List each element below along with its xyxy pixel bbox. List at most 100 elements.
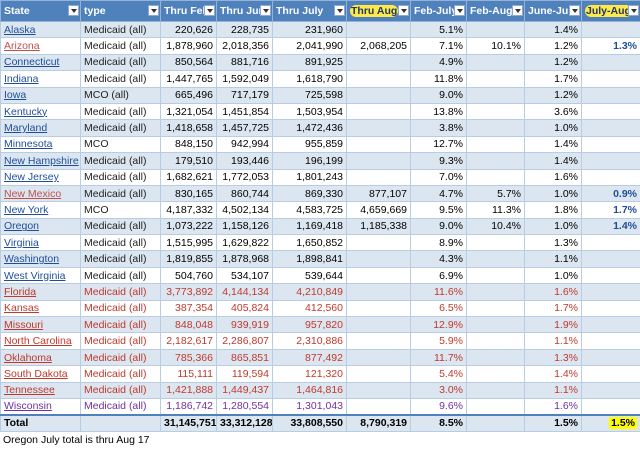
state-cell: Minnesota — [1, 136, 81, 152]
state-cell: New Mexico — [1, 185, 81, 201]
value-cell: 785,366 — [161, 349, 217, 365]
state-cell: New Jersey — [1, 169, 81, 185]
type-cell: Medicaid (all) — [81, 185, 161, 201]
header-text: Thru July — [276, 5, 323, 17]
value-cell — [582, 366, 640, 382]
value-cell — [467, 136, 525, 152]
value-cell: 1.2% — [525, 54, 582, 70]
header-text: Thru Feb — [164, 5, 209, 17]
column-header: Thru Jun — [217, 1, 273, 22]
value-cell: 877,492 — [273, 349, 347, 365]
value-cell: 1.3% — [582, 38, 640, 54]
value-cell — [582, 87, 640, 103]
state-cell: South Dakota — [1, 366, 81, 382]
value-cell: 942,994 — [217, 136, 273, 152]
filter-button[interactable] — [260, 5, 271, 16]
type-cell: Medicaid (all) — [81, 54, 161, 70]
value-cell — [582, 169, 640, 185]
filter-button[interactable] — [569, 5, 580, 16]
type-cell: Medicaid (all) — [81, 398, 161, 414]
value-cell: 4,583,725 — [273, 202, 347, 218]
value-cell: 1,472,436 — [273, 120, 347, 136]
state-cell: Arizona — [1, 38, 81, 54]
state-cell: Oregon — [1, 218, 81, 234]
value-cell: 1.5% — [525, 415, 582, 431]
state-cell: Missouri — [1, 317, 81, 333]
value-cell: 1.8% — [525, 202, 582, 218]
value-cell — [582, 153, 640, 169]
filter-button[interactable] — [334, 5, 345, 16]
value-cell — [347, 22, 411, 38]
value-cell: 11.6% — [411, 284, 467, 300]
value-cell: 1,878,960 — [161, 38, 217, 54]
value-cell — [582, 136, 640, 152]
value-cell: 9.6% — [411, 398, 467, 414]
value-cell: 2,310,886 — [273, 333, 347, 349]
state-cell: Kentucky — [1, 103, 81, 119]
value-cell — [347, 349, 411, 365]
value-cell: 4,502,134 — [217, 202, 273, 218]
value-cell — [467, 317, 525, 333]
filter-button[interactable] — [68, 5, 79, 16]
value-cell — [347, 169, 411, 185]
value-cell: 1.4% — [525, 22, 582, 38]
value-cell: 1,801,243 — [273, 169, 347, 185]
filter-button[interactable] — [204, 5, 215, 16]
value-cell: 1,421,888 — [161, 382, 217, 398]
value-cell: 1,451,854 — [217, 103, 273, 119]
column-header: Feb-Aug — [467, 1, 525, 22]
value-cell: 1,592,049 — [217, 71, 273, 87]
value-cell — [467, 87, 525, 103]
value-cell: 1.6% — [525, 169, 582, 185]
state-cell: Indiana — [1, 71, 81, 87]
value-cell: 1,073,222 — [161, 218, 217, 234]
value-cell: 1,898,841 — [273, 251, 347, 267]
filter-button[interactable] — [148, 5, 159, 16]
type-cell: Medicaid (all) — [81, 366, 161, 382]
type-cell: MCO (all) — [81, 87, 161, 103]
value-cell: 33,808,550 — [273, 415, 347, 431]
value-cell — [347, 333, 411, 349]
value-cell: 850,564 — [161, 54, 217, 70]
value-cell: 1,650,852 — [273, 235, 347, 251]
value-cell: 1,772,053 — [217, 169, 273, 185]
value-cell: 1,447,765 — [161, 71, 217, 87]
value-cell: 1,418,658 — [161, 120, 217, 136]
column-header: June-July — [525, 1, 582, 22]
value-cell — [582, 300, 640, 316]
value-cell: 1.4% — [525, 366, 582, 382]
filter-button[interactable] — [628, 5, 639, 16]
value-cell: 31,145,751 — [161, 415, 217, 431]
filter-button[interactable] — [398, 5, 409, 16]
value-cell — [467, 267, 525, 283]
filter-button[interactable] — [454, 5, 465, 16]
filter-button[interactable] — [512, 5, 523, 16]
value-cell — [582, 333, 640, 349]
value-cell — [467, 366, 525, 382]
value-cell: 504,760 — [161, 267, 217, 283]
type-cell: Medicaid (all) — [81, 382, 161, 398]
value-cell: 1.4% — [582, 218, 640, 234]
value-cell: 4.3% — [411, 251, 467, 267]
value-cell: 1.0% — [525, 120, 582, 136]
value-cell — [467, 349, 525, 365]
value-cell — [582, 120, 640, 136]
value-cell: 4,210,849 — [273, 284, 347, 300]
value-cell: 1,503,954 — [273, 103, 347, 119]
value-cell: 1,819,855 — [161, 251, 217, 267]
value-cell: 231,960 — [273, 22, 347, 38]
value-cell: 11.3% — [467, 202, 525, 218]
value-cell: 405,824 — [217, 300, 273, 316]
value-cell — [347, 235, 411, 251]
